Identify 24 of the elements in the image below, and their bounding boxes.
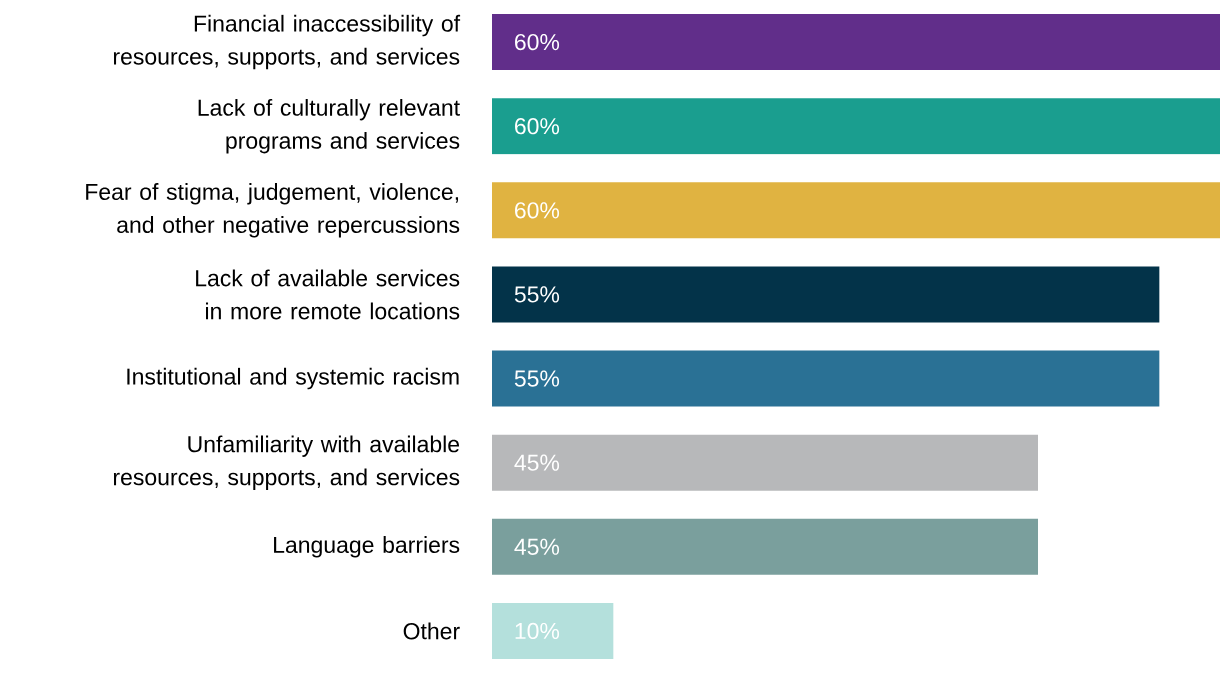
bar (492, 182, 1220, 239)
data-label: 55% (514, 370, 560, 387)
y-tick-label: Financial inaccessibility of resources, supports, and services (113, 14, 461, 70)
bar (492, 434, 1039, 491)
bar (492, 350, 1160, 407)
bar (492, 14, 1220, 71)
data-label: 45% (514, 454, 560, 471)
y-tick-label: Unfamiliarity with available resources, supports, and services (113, 435, 460, 490)
y-tick-label: Institutional and systemic racism (127, 367, 459, 390)
data-label: 55% (514, 286, 560, 303)
data-label: 60% (515, 33, 560, 51)
bar (492, 602, 614, 659)
y-tick-label: Language barriers (274, 536, 460, 558)
bar (492, 266, 1160, 323)
bar (492, 98, 1220, 155)
y-tick-label: Lack of culturally relevant programs and services (198, 98, 460, 154)
data-label: 60% (515, 118, 560, 135)
y-tick-label: Fear of stigma, judgement, violence, and other negative repercussions (86, 183, 460, 238)
y-tick-label: Other (403, 622, 460, 640)
data-label: 45% (514, 538, 560, 555)
data-label: 10% (515, 622, 560, 640)
y-tick-label: Lack of available services in more remote locations (196, 269, 460, 320)
data-label: 60% (515, 202, 560, 219)
bar (492, 518, 1039, 575)
